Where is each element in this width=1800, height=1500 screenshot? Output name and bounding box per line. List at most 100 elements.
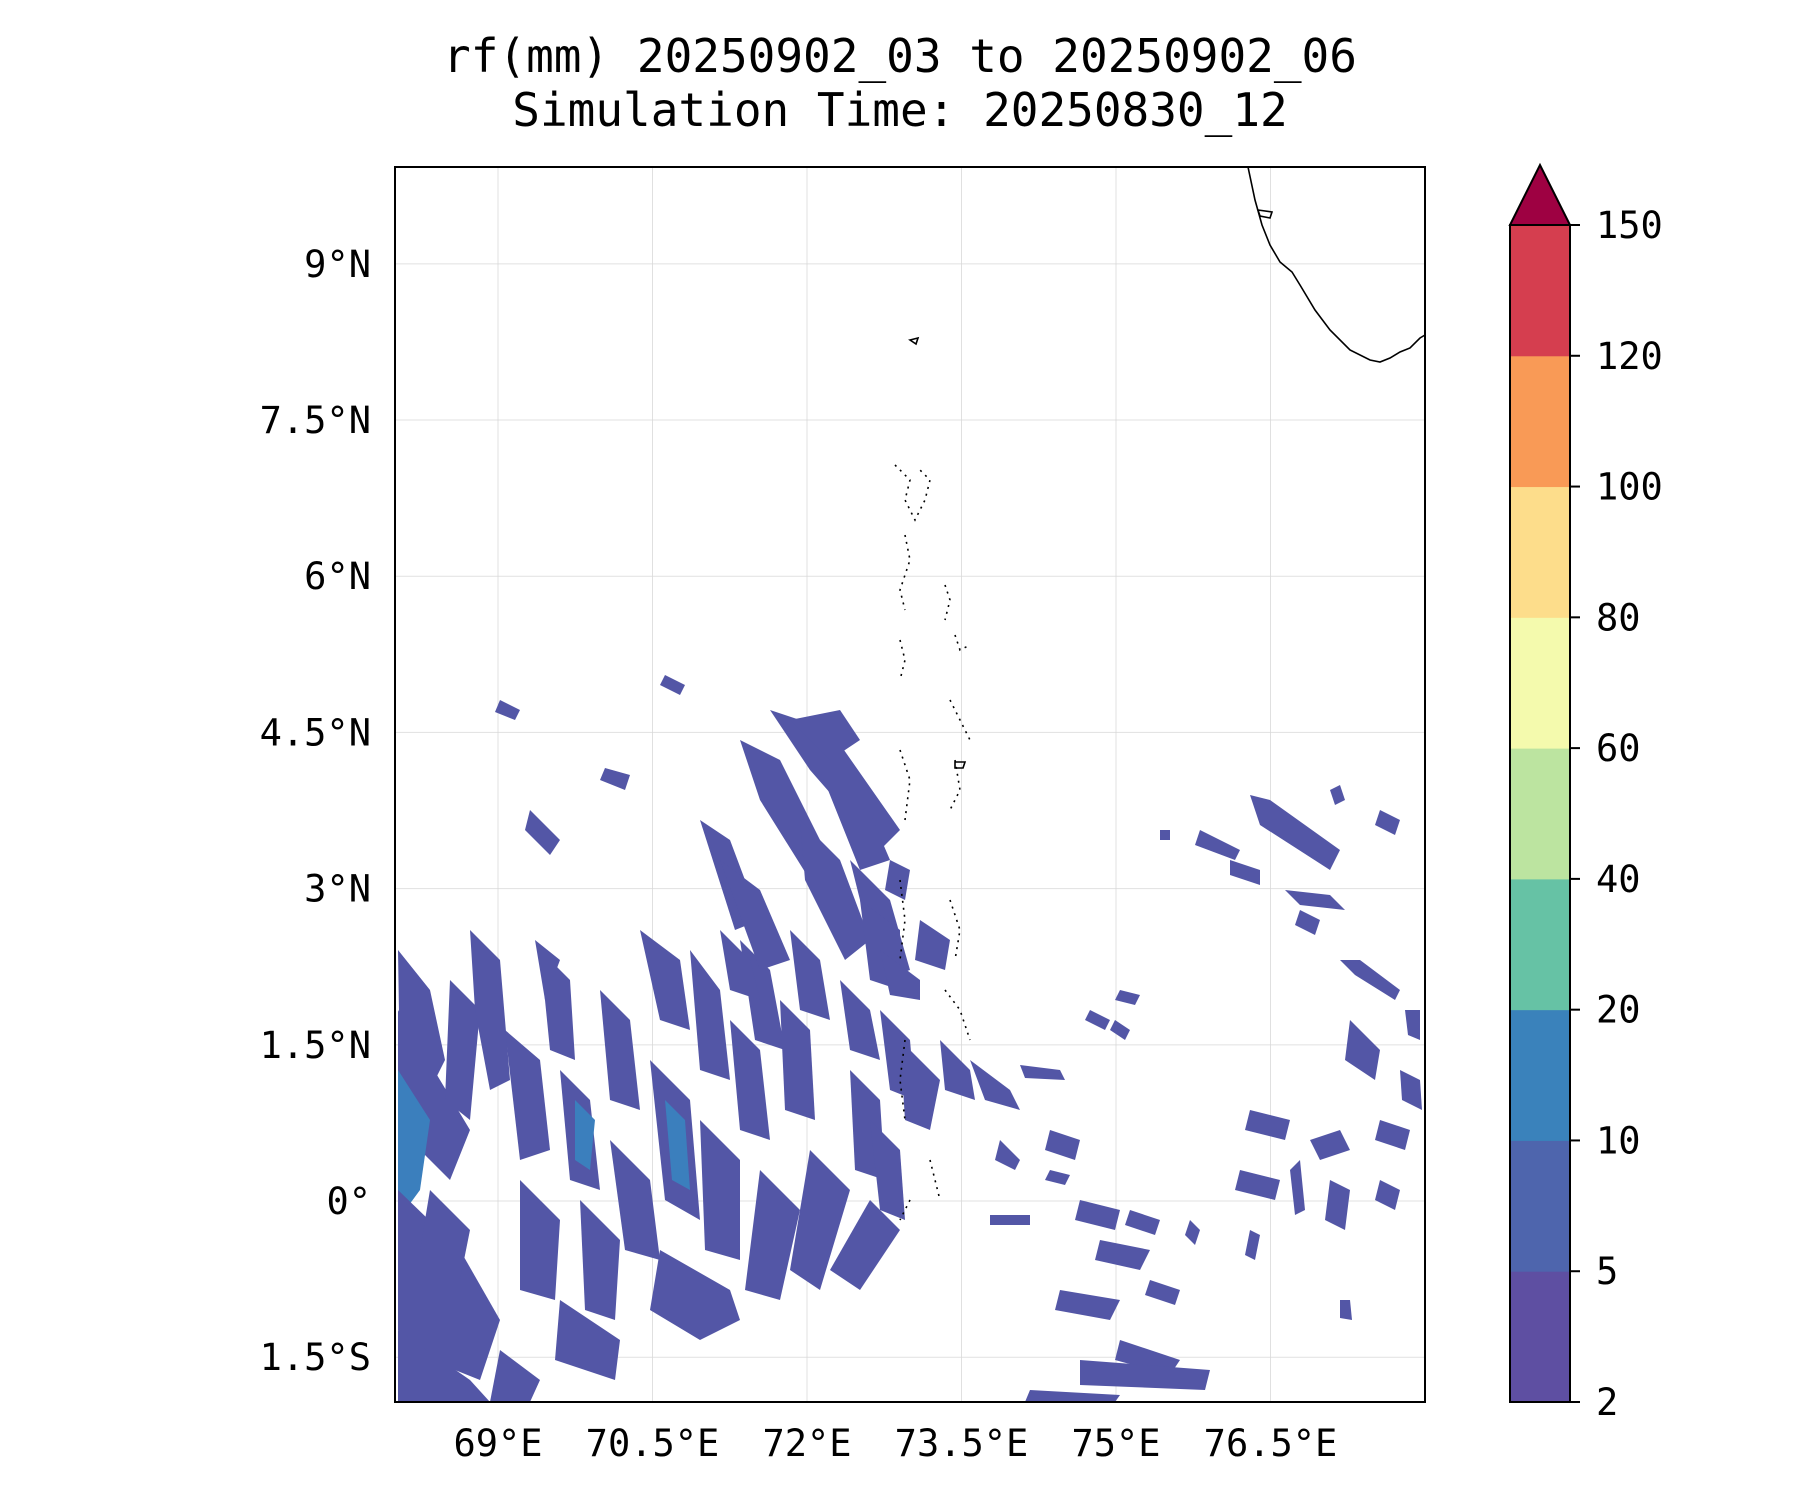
island bbox=[954, 761, 967, 769]
map-gridlines bbox=[395, 167, 1425, 1402]
rain-streak bbox=[1325, 1180, 1350, 1230]
rain-streak bbox=[730, 1020, 770, 1140]
rain-streak bbox=[1115, 1340, 1180, 1375]
rain-streak bbox=[1020, 1065, 1065, 1080]
rain-streak bbox=[398, 1070, 430, 1220]
rain-streak bbox=[470, 930, 510, 1090]
rain-streak bbox=[1085, 1010, 1110, 1030]
lon-tick-label: 75°E bbox=[1071, 1422, 1160, 1465]
latitude-labels: 9°N 7.5°N 6°N 4.5°N 3°N 1.5°N 0° 1.5°S bbox=[260, 243, 371, 1379]
island bbox=[908, 336, 920, 346]
rain-streak bbox=[1340, 960, 1400, 1000]
rain-streak bbox=[600, 990, 640, 1110]
rain-streak bbox=[1095, 1240, 1150, 1270]
map-frame bbox=[394, 166, 1426, 1403]
rain-streak bbox=[870, 1120, 905, 1220]
rain-streak bbox=[1075, 1200, 1120, 1230]
colorbar-segment bbox=[1510, 1271, 1570, 1403]
rain-streak bbox=[1115, 990, 1140, 1005]
rain-streak bbox=[840, 980, 880, 1060]
rain-streak bbox=[690, 950, 730, 1080]
rain-streak bbox=[1400, 1070, 1422, 1110]
rain-streak bbox=[1375, 810, 1400, 835]
colorbar-frame bbox=[1509, 224, 1571, 1403]
colorbar-segment bbox=[1510, 748, 1570, 880]
rain-streak bbox=[650, 1250, 740, 1340]
lat-tick-label: 3°N bbox=[304, 868, 371, 911]
colorbar-segment bbox=[1510, 617, 1570, 749]
coastlines bbox=[894, 167, 1425, 1221]
rain-streak bbox=[1345, 1020, 1380, 1080]
rain-streak bbox=[915, 920, 950, 970]
colorbar-tick-label: 2 bbox=[1596, 1381, 1618, 1424]
colorbar-tick-label: 100 bbox=[1596, 466, 1663, 509]
rain-streak bbox=[800, 820, 870, 960]
rain-streak bbox=[610, 1140, 660, 1260]
lat-tick-label: 7.5°N bbox=[260, 399, 371, 442]
rain-streak bbox=[1125, 1210, 1160, 1235]
lon-tick-label: 76.5°E bbox=[1204, 1422, 1338, 1465]
rain-streak bbox=[1045, 1170, 1070, 1185]
lat-tick-label: 0° bbox=[326, 1180, 371, 1223]
rain-streak bbox=[490, 1350, 540, 1402]
rain-streak bbox=[1375, 1180, 1400, 1210]
rain-streak bbox=[535, 940, 560, 1000]
rain-streak bbox=[970, 1060, 1020, 1110]
colorbar-tick-label: 150 bbox=[1596, 204, 1663, 247]
rain-streak bbox=[495, 700, 520, 720]
rain-streak bbox=[940, 1040, 975, 1100]
lat-tick-label: 9°N bbox=[304, 243, 371, 286]
rain-streak bbox=[1195, 830, 1240, 860]
lat-tick-label: 4.5°N bbox=[260, 711, 371, 754]
rain-streak bbox=[665, 1100, 690, 1190]
rain-streak bbox=[885, 860, 910, 900]
rainfall-contours bbox=[398, 675, 1422, 1402]
rain-streak bbox=[1045, 1130, 1080, 1160]
island bbox=[1256, 209, 1274, 219]
rain-streak bbox=[505, 1030, 550, 1160]
colorbar-tick-label: 10 bbox=[1596, 1119, 1641, 1162]
rain-streak bbox=[600, 768, 630, 790]
rain-streak bbox=[640, 930, 690, 1030]
rain-streak bbox=[995, 1140, 1020, 1170]
colorbar: 2 5 10 20 40 60 80 100 120 150 bbox=[1508, 162, 1663, 1424]
lon-tick-label: 73.5°E bbox=[895, 1422, 1029, 1465]
rain-streak bbox=[900, 1040, 940, 1130]
map-title-line-1: rf(mm) 20250902_03 to 20250902_06 bbox=[443, 29, 1357, 83]
colorbar-segment bbox=[1510, 486, 1570, 618]
rain-streak bbox=[1055, 1290, 1120, 1320]
colorbar-tick-label: 5 bbox=[1596, 1250, 1618, 1293]
rain-streak bbox=[990, 1215, 1030, 1225]
map-area bbox=[394, 166, 1426, 1403]
colorbar-tick-label: 40 bbox=[1596, 858, 1641, 901]
rain-streak bbox=[525, 810, 560, 855]
rain-streak bbox=[1245, 1110, 1290, 1140]
india-coastline bbox=[1247, 167, 1425, 363]
rain-streak bbox=[880, 950, 920, 1000]
colorbar-segment bbox=[1510, 225, 1570, 357]
colorbar-tick-label: 60 bbox=[1596, 727, 1641, 770]
rain-streak bbox=[1375, 1120, 1410, 1150]
rain-streak bbox=[1230, 860, 1260, 885]
rain-streak bbox=[1235, 1170, 1280, 1200]
colorbar-segment bbox=[1510, 878, 1570, 1011]
rain-streak bbox=[1245, 1230, 1260, 1260]
rain-streak bbox=[790, 710, 860, 760]
rain-streak bbox=[720, 860, 790, 970]
colorbar-segment bbox=[1510, 1140, 1570, 1272]
rain-streak bbox=[790, 930, 830, 1020]
rain-streak bbox=[790, 1150, 850, 1290]
rain-streak bbox=[830, 1200, 900, 1290]
rain-streak bbox=[700, 1120, 740, 1260]
lon-tick-label: 69°E bbox=[453, 1422, 542, 1465]
rain-streak bbox=[780, 1000, 815, 1120]
rain-streak bbox=[1160, 830, 1170, 840]
rain-streak bbox=[575, 1100, 595, 1170]
colorbar-tick-label: 80 bbox=[1596, 596, 1641, 639]
rain-streak bbox=[1340, 1300, 1352, 1320]
rain-streak bbox=[1310, 1130, 1350, 1160]
rain-streak bbox=[720, 930, 760, 1000]
rain-streak bbox=[820, 770, 890, 870]
lon-tick-label: 72°E bbox=[762, 1422, 851, 1465]
